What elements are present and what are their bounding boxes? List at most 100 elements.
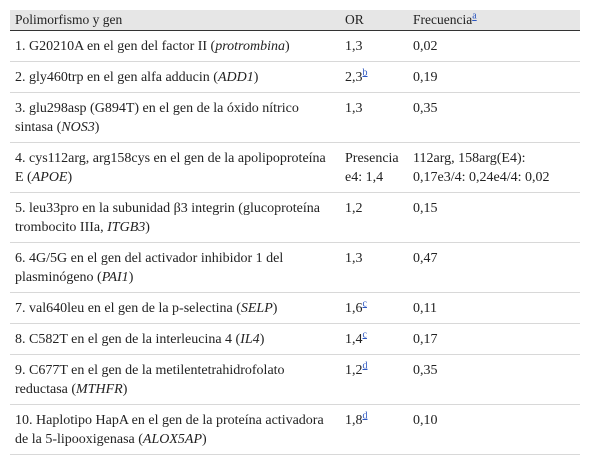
- footnote-link[interactable]: d: [362, 410, 368, 422]
- table-row: 7. val640leu en el gen de la p-selectina…: [10, 292, 580, 324]
- gene-symbol: ITGB3: [107, 220, 146, 235]
- header-cell: Frecuenciaa: [408, 10, 580, 31]
- gene-text: 9. C677T en el gen de la metilentetrahid…: [15, 363, 285, 397]
- freq-cell: 0,17: [408, 323, 580, 355]
- table: Polimorfismo y gen OR Frecuenciaa 1. G20…: [10, 10, 580, 455]
- or-cell: 1,4c: [340, 323, 408, 355]
- gene-text: ): [284, 39, 290, 54]
- freq-cell: 0,19: [408, 61, 580, 93]
- gene-text: ): [94, 120, 100, 135]
- header-text: Frecuencia: [413, 12, 473, 27]
- gene-cell: 2. gly460trp en el gen alfa adducin (ADD…: [10, 61, 340, 93]
- gene-cell: 9. C677T en el gen de la metilentetrahid…: [10, 354, 340, 405]
- freq-cell: 0,15: [408, 192, 580, 243]
- gene-text: ): [259, 332, 265, 347]
- freq-cell: 0,11: [408, 292, 580, 324]
- gene-cell: 7. val640leu en el gen de la p-selectina…: [10, 292, 340, 324]
- gene-cell: 1. G20210A en el gen del factor II (prot…: [10, 30, 340, 62]
- or-value: 1,8: [345, 413, 363, 428]
- gene-symbol: APOE: [31, 170, 68, 185]
- or-value: 1,2: [345, 201, 363, 216]
- gene-text: ): [122, 382, 128, 397]
- or-value: 1,6: [345, 301, 363, 316]
- or-value: 1,4: [345, 332, 363, 347]
- header-row: Polimorfismo y gen OR Frecuenciaa: [10, 10, 580, 31]
- gene-text: 2. gly460trp en el gen alfa adducin (: [15, 70, 218, 85]
- gene-symbol: MTHFR: [76, 382, 123, 397]
- header-cell: Polimorfismo y gen: [10, 10, 340, 31]
- or-cell: 1,3: [340, 30, 408, 62]
- gene-text: ): [128, 270, 134, 285]
- footnote-link[interactable]: a: [472, 10, 477, 22]
- freq-cell: 0,10: [408, 404, 580, 455]
- gene-text: ): [253, 70, 259, 85]
- freq-value: 0,15: [413, 201, 438, 216]
- freq-cell: 0,35: [408, 92, 580, 143]
- or-value: 1,3: [345, 101, 363, 116]
- or-cell: Presencia e4: 1,4: [340, 142, 408, 193]
- freq-value: 0,47: [413, 251, 438, 266]
- or-value: 1,3: [345, 251, 363, 266]
- gene-text: ): [67, 170, 73, 185]
- gene-cell: 10. Haplotipo HapA en el gen de la prote…: [10, 404, 340, 455]
- or-value: Presencia e4: 1,4: [345, 151, 399, 185]
- footnote-link[interactable]: b: [362, 67, 368, 79]
- or-value: 1,2: [345, 363, 363, 378]
- table-row: 5. leu33pro en la subunidad β3 integrin …: [10, 192, 580, 243]
- gene-symbol: SELP: [240, 301, 273, 316]
- gene-text: 8. C582T en el gen de la interleucina 4 …: [15, 332, 241, 347]
- table-row: 1. G20210A en el gen del factor II (prot…: [10, 30, 580, 62]
- gene-text: 10. Haplotipo HapA en el gen de la prote…: [15, 413, 324, 447]
- freq-value: 0,35: [413, 101, 438, 116]
- or-cell: 1,3: [340, 92, 408, 143]
- gene-text: 6. 4G/5G en el gen del activador inhibid…: [15, 251, 284, 285]
- or-cell: 1,6c: [340, 292, 408, 324]
- gene-cell: 6. 4G/5G en el gen del activador inhibid…: [10, 242, 340, 293]
- header-cell: OR: [340, 10, 408, 31]
- gene-symbol: IL4: [240, 332, 260, 347]
- freq-cell: 112arg, 158arg(E4): 0,17e3/4: 0,24e4/4: …: [408, 142, 580, 193]
- freq-value: 112arg, 158arg(E4): 0,17e3/4: 0,24e4/4: …: [413, 151, 550, 185]
- or-value: 1,3: [345, 39, 363, 54]
- table-body: 1. G20210A en el gen del factor II (prot…: [10, 30, 580, 455]
- or-cell: 1,2d: [340, 354, 408, 405]
- or-cell: 1,8d: [340, 404, 408, 455]
- header-text: Polimorfismo y gen: [15, 12, 123, 27]
- freq-value: 0,35: [413, 363, 438, 378]
- or-value: 2,3: [345, 70, 363, 85]
- gene-symbol: ALOX5AP: [142, 432, 203, 447]
- table-row: 10. Haplotipo HapA en el gen de la prote…: [10, 404, 580, 455]
- footnote-link[interactable]: d: [362, 360, 368, 372]
- gene-text: 5. leu33pro en la subunidad β3 integrin …: [15, 201, 320, 235]
- freq-value: 0,19: [413, 70, 438, 85]
- freq-value: 0,11: [413, 301, 437, 316]
- gene-text: 4. cys112arg, arg158cys en el gen de la …: [15, 151, 326, 185]
- freq-value: 0,17: [413, 332, 438, 347]
- gene-cell: 3. glu298asp (G894T) en el gen de la óxi…: [10, 92, 340, 143]
- footnote-link[interactable]: c: [362, 329, 367, 341]
- or-cell: 2,3b: [340, 61, 408, 93]
- gene-symbol: protrombina: [215, 39, 285, 54]
- freq-cell: 0,35: [408, 354, 580, 405]
- or-cell: 1,3: [340, 242, 408, 293]
- freq-cell: 0,47: [408, 242, 580, 293]
- gene-cell: 8. C582T en el gen de la interleucina 4 …: [10, 323, 340, 355]
- table-row: 3. glu298asp (G894T) en el gen de la óxi…: [10, 92, 580, 143]
- gene-cell: 5. leu33pro en la subunidad β3 integrin …: [10, 192, 340, 243]
- gene-cell: 4. cys112arg, arg158cys en el gen de la …: [10, 142, 340, 193]
- header-text: OR: [345, 12, 364, 27]
- gene-symbol: NOS3: [61, 120, 95, 135]
- gene-text: 1. G20210A en el gen del factor II (: [15, 39, 216, 54]
- gene-symbol: PAI1: [101, 270, 129, 285]
- or-cell: 1,2: [340, 192, 408, 243]
- table-row: 9. C677T en el gen de la metilentetrahid…: [10, 354, 580, 405]
- gene-text: ): [145, 220, 150, 235]
- gene-text: ): [202, 432, 207, 447]
- freq-cell: 0,02: [408, 30, 580, 62]
- freq-value: 0,10: [413, 413, 438, 428]
- table-row: 2. gly460trp en el gen alfa adducin (ADD…: [10, 61, 580, 93]
- footnote-link[interactable]: c: [362, 298, 367, 310]
- gene-symbol: ADD1: [217, 70, 254, 85]
- gene-text: 3. glu298asp (G894T) en el gen de la óxi…: [15, 101, 299, 135]
